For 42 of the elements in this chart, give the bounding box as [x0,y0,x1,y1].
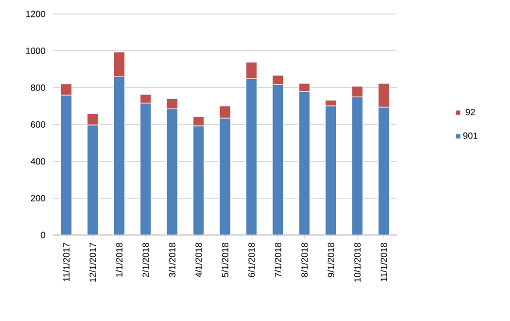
y-tick-label: 800 [30,84,46,91]
bar [219,118,231,235]
y-tick-label: 1200 [26,10,46,18]
bar [113,76,125,235]
x-tick-label: 2/1/2018 [142,242,149,278]
x-tick-label: 9/1/2018 [328,242,334,278]
y-tick-label: 600 [30,121,46,128]
x-tick-label: 11/1/2017 [62,242,70,282]
bar [272,84,284,235]
x-tick-label: 5/1/2018 [222,242,228,278]
bar [378,106,390,235]
bar [325,106,337,235]
x-tick-label: 6/1/2018 [248,242,255,278]
legend-label: 901 [463,132,478,139]
bar [192,116,204,126]
bar [140,94,152,104]
bar [86,113,98,126]
bar [298,83,310,92]
bar [166,108,178,235]
x-tick-label: 1/1/2018 [116,242,122,277]
x-tick-label: 8/1/2018 [301,242,308,278]
y-tick-label: 1000 [26,48,46,54]
x-tick-label: 7/1/2018 [274,242,282,278]
y-tick-label: 400 [30,158,46,165]
bar [86,124,98,235]
x-tick-label: 11/1/2018 [380,242,388,282]
bar [246,78,258,235]
bar [298,91,310,235]
y-tick-label: 0 [40,232,46,238]
y-tick-label: 200 [30,194,46,202]
bar [166,98,178,110]
bar [219,106,231,119]
x-tick-label: 10/1/2018 [354,242,361,282]
bar [192,126,204,235]
x-tick-label: 3/1/2018 [168,242,176,278]
legend-label: 92 [466,108,475,116]
bar [352,86,364,98]
bar [352,96,364,235]
x-tick-label: 4/1/2018 [195,242,202,278]
x-tick-label: 12/1/2017 [89,242,96,282]
bar [60,94,72,235]
bar [140,102,152,235]
